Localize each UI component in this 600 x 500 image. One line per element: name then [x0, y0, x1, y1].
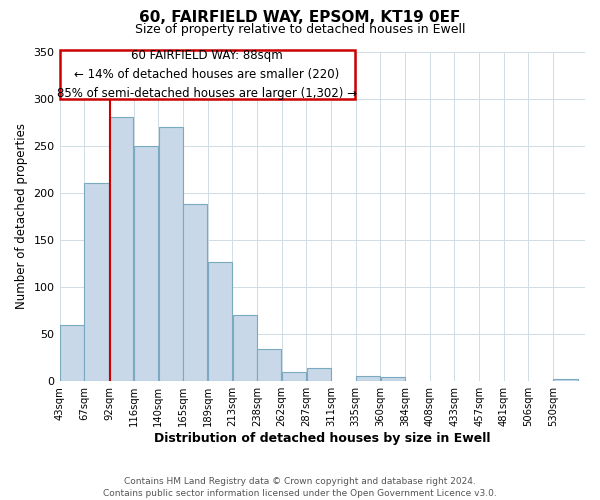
Bar — [356, 376, 380, 381]
Y-axis label: Number of detached properties: Number of detached properties — [15, 124, 28, 310]
Bar — [553, 380, 578, 381]
Bar — [158, 127, 182, 381]
Bar — [282, 372, 306, 381]
Bar — [183, 204, 208, 381]
Bar — [60, 324, 84, 381]
Bar — [109, 118, 133, 381]
Bar — [380, 378, 405, 381]
Text: 60, FAIRFIELD WAY, EPSOM, KT19 0EF: 60, FAIRFIELD WAY, EPSOM, KT19 0EF — [139, 10, 461, 25]
Bar — [134, 146, 158, 381]
Bar — [257, 349, 281, 381]
Text: Contains HM Land Registry data © Crown copyright and database right 2024.
Contai: Contains HM Land Registry data © Crown c… — [103, 476, 497, 498]
Bar — [307, 368, 331, 381]
Text: 60 FAIRFIELD WAY: 88sqm
← 14% of detached houses are smaller (220)
85% of semi-d: 60 FAIRFIELD WAY: 88sqm ← 14% of detache… — [57, 48, 357, 100]
X-axis label: Distribution of detached houses by size in Ewell: Distribution of detached houses by size … — [154, 432, 491, 445]
Bar — [208, 262, 232, 381]
Bar — [233, 316, 257, 381]
Bar — [85, 184, 109, 381]
Text: Size of property relative to detached houses in Ewell: Size of property relative to detached ho… — [135, 22, 465, 36]
FancyBboxPatch shape — [59, 50, 355, 98]
